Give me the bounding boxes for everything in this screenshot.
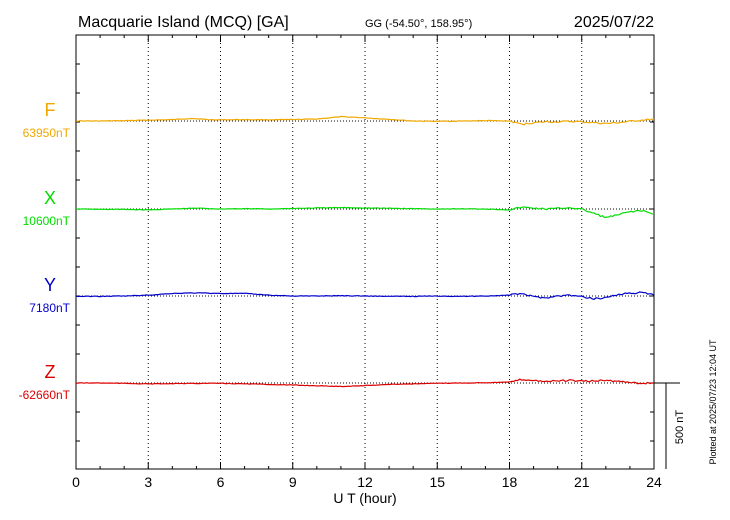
component-label-x: X [44,188,56,208]
x-tick-labels: 0 3 6 9 12 15 18 21 24 [72,474,662,490]
baseline-value-x: 10600nT [23,214,71,228]
baseline-value-y: 7180nT [29,301,70,315]
x-axis-label: U T (hour) [333,490,396,506]
baseline-value-f: 63950nT [23,126,71,140]
chart-date: 2025/07/22 [574,14,654,31]
series-line-z [76,378,655,388]
x-tick-label: 3 [144,474,152,490]
component-label-f: F [45,100,56,120]
scale-bar: 500 nT [654,382,686,469]
series-layer: F 63950nT X 10600nT Y 7180nT Z -62660nT [19,100,655,402]
x-tick-label: 0 [72,474,80,490]
x-tick-label: 15 [429,474,445,490]
x-tick-label: 12 [357,474,373,490]
series-line-y [75,291,655,300]
x-tick-label: 9 [289,474,297,490]
vertical-gridlines [147,35,583,469]
station-title: Macquarie Island (MCQ) [GA] [78,14,289,31]
series-line-x [75,206,655,219]
scale-bar-label: 500 nT [674,410,686,445]
x-tick-label: 21 [574,474,590,490]
minor-ticks [75,35,655,469]
station-coordinates: GG (-54.50°, 158.95°) [365,18,472,30]
component-label-z: Z [45,362,56,382]
x-tick-label: 18 [502,474,518,490]
plotted-timestamp: Plotted at 2025/07/23 12:04 UT [708,339,718,465]
component-label-y: Y [44,275,56,295]
series-line-f [75,115,655,126]
x-tick-label: 6 [217,474,225,490]
x-tick-label: 24 [646,474,662,490]
baseline-value-z: -62660nT [19,388,71,402]
